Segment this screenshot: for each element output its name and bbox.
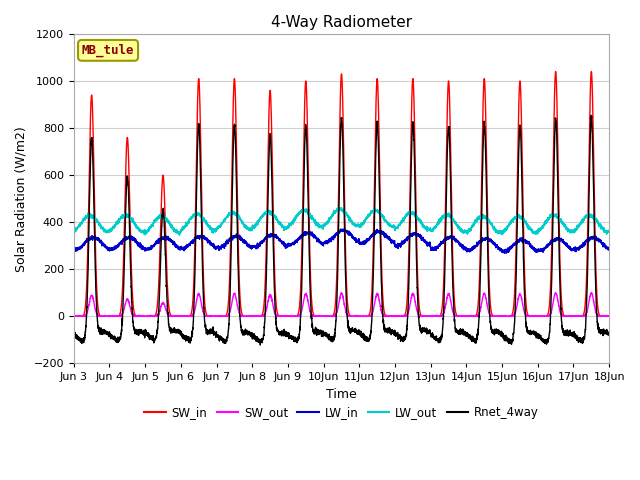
Line: LW_in: LW_in (74, 229, 609, 253)
Rnet_4way (588, 112, 595, 118)
SW_in (321, 313, 329, 319)
SW_in (552, 69, 559, 74)
SW_out (605, 313, 612, 319)
Rnet_4way (166, 327, 174, 333)
SW_in (461, 313, 469, 319)
Y-axis label: Solar Radiation (W/m2): Solar Radiation (W/m2) (15, 126, 28, 272)
LW_out (432, 225, 440, 230)
SW_out (432, 313, 440, 319)
Rnet_4way (257, 342, 264, 348)
SW_in (70, 313, 77, 319)
SW_out (605, 313, 613, 319)
Legend: SW_in, SW_out, LW_in, LW_out, Rnet_4way: SW_in, SW_out, LW_in, LW_out, Rnet_4way (140, 401, 543, 423)
LW_in (432, 246, 440, 252)
Text: MB_tule: MB_tule (82, 44, 134, 57)
Rnet_4way (70, 332, 77, 338)
Rnet_4way (321, 333, 329, 339)
Line: SW_out: SW_out (74, 293, 609, 316)
LW_out (492, 228, 500, 234)
SW_out (70, 313, 77, 319)
SW_in (432, 313, 440, 319)
LW_in (605, 246, 613, 252)
Line: Rnet_4way: Rnet_4way (74, 115, 609, 345)
SW_in (605, 313, 612, 319)
SW_in (605, 313, 613, 319)
LW_in (605, 245, 612, 251)
Rnet_4way (432, 336, 440, 341)
LW_in (337, 226, 344, 232)
SW_in (492, 313, 499, 319)
Rnet_4way (605, 332, 613, 337)
LW_out (70, 228, 77, 234)
Line: LW_out: LW_out (74, 208, 609, 235)
LW_in (461, 245, 469, 251)
LW_in (166, 237, 174, 243)
SW_out (588, 290, 595, 296)
LW_out (605, 229, 612, 235)
LW_in (492, 243, 499, 249)
SW_out (321, 313, 329, 319)
SW_out (492, 313, 499, 319)
Title: 4-Way Radiometer: 4-Way Radiometer (271, 15, 412, 30)
X-axis label: Time: Time (326, 388, 357, 401)
SW_in (166, 311, 174, 316)
LW_out (338, 205, 346, 211)
LW_out (175, 232, 183, 238)
SW_out (461, 313, 469, 319)
LW_in (70, 247, 77, 252)
LW_out (321, 221, 329, 227)
Line: SW_in: SW_in (74, 72, 609, 316)
LW_in (321, 239, 329, 244)
Rnet_4way (461, 331, 469, 336)
LW_out (605, 228, 613, 233)
Rnet_4way (492, 330, 499, 336)
LW_in (503, 250, 511, 256)
LW_out (461, 229, 469, 235)
SW_out (70, 313, 78, 319)
LW_out (166, 221, 174, 227)
Rnet_4way (605, 330, 612, 336)
SW_out (166, 312, 174, 318)
